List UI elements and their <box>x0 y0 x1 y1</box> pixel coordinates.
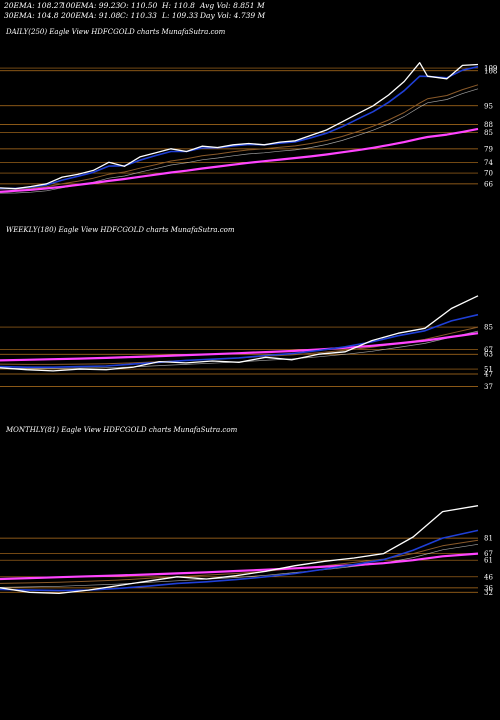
panel-title: WEEKLY(180) Eagle View HDFCGOLD charts M… <box>6 226 235 234</box>
level-label: 85 <box>484 324 493 332</box>
level-label: 51 <box>484 366 493 374</box>
level-label: 32 <box>484 589 493 597</box>
stat-20ema: 20EMA: 108.27 <box>4 1 64 10</box>
stat-high: H: 110.8 <box>162 1 195 10</box>
level-label: 108 <box>484 67 497 75</box>
level-label: 85 <box>484 129 493 137</box>
level-label: 36 <box>484 584 493 592</box>
level-label: 46 <box>484 573 493 581</box>
ema_short-line <box>0 313 479 369</box>
price-line <box>0 505 479 595</box>
panel-title: DAILY(250) Eagle View HDFCGOLD charts Mu… <box>5 28 226 36</box>
price-line <box>0 62 479 190</box>
stat-100ema: 100EMA: 99.23 <box>61 1 121 10</box>
stat-close: C: 110.33 <box>120 11 157 20</box>
level-label: 61 <box>484 557 493 565</box>
stat-30ema: 30EMA: 104.8 <box>4 11 59 20</box>
ema_long-line <box>0 127 479 193</box>
ema-secondary-line <box>0 543 479 588</box>
level-label: 47 <box>484 371 493 379</box>
stat-avg-vol: Avg Vol: 8.851 M <box>200 1 265 10</box>
level-label: 70 <box>484 170 493 178</box>
level-label: 66 <box>484 180 493 188</box>
ema_short-line <box>0 529 479 592</box>
level-label: 79 <box>484 145 493 153</box>
level-label: 37 <box>484 383 493 391</box>
level-label: 67 <box>484 550 493 558</box>
level-label: 95 <box>484 102 493 110</box>
ema_long-line <box>0 332 479 362</box>
level-label: 74 <box>484 159 493 167</box>
panel-title: MONTHLY(81) Eagle View HDFCGOLD charts M… <box>5 426 238 434</box>
stat-200ema: 200EMA: 91.08 <box>61 11 121 20</box>
ema_short-line <box>0 65 479 190</box>
price-line <box>0 295 479 372</box>
level-label: 109 <box>484 65 497 73</box>
level-label: 63 <box>484 351 493 359</box>
level-label: 81 <box>484 535 493 543</box>
ema_long-line <box>0 552 479 581</box>
level-label: 67 <box>484 346 493 354</box>
stat-day-vol: Day Vol: 4.739 M <box>200 11 266 20</box>
stat-open: O: 110.50 <box>120 1 158 10</box>
stat-low: L: 109.33 <box>162 11 199 20</box>
level-label: 88 <box>484 121 493 129</box>
ema_mid-line <box>0 84 479 190</box>
